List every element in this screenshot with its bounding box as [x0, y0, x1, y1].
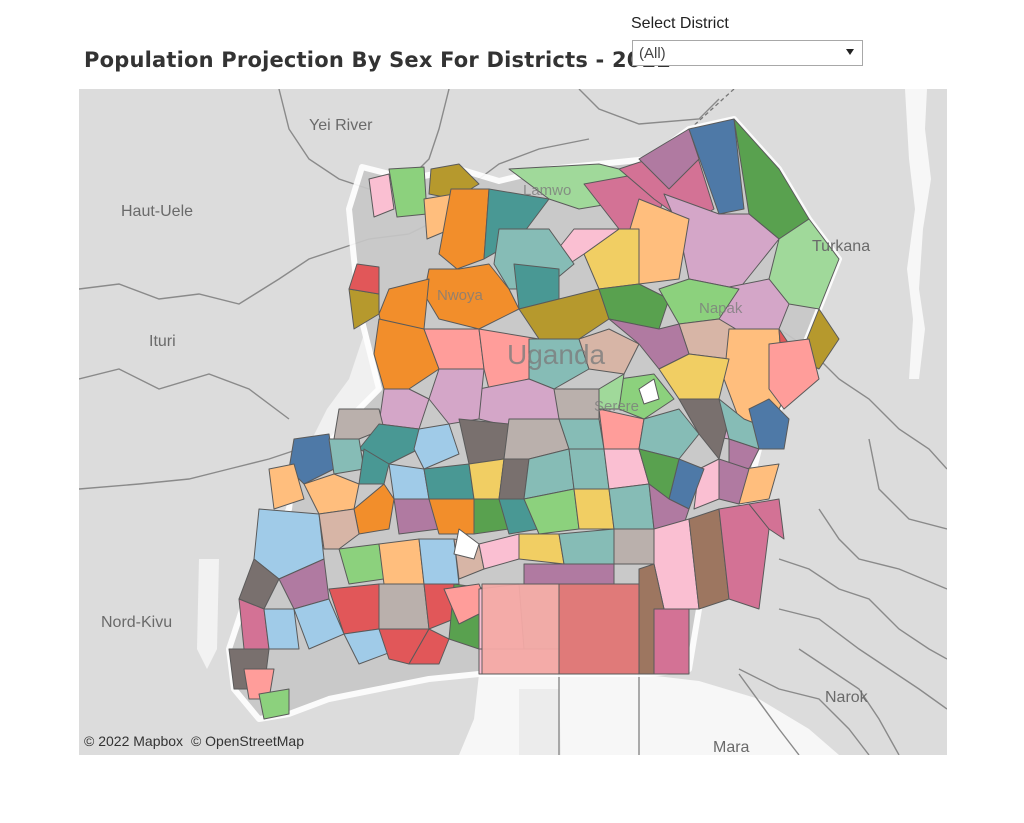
district-polygon — [558, 528, 615, 565]
district-polygon — [518, 533, 565, 565]
label-napak: Napak — [699, 300, 743, 317]
district-polygon — [418, 538, 460, 585]
district-polygon — [568, 448, 610, 490]
label-lamwo: Lamwo — [523, 182, 571, 199]
district-polygon — [413, 423, 460, 470]
district-polygon — [768, 338, 820, 410]
label-serere: Serere — [594, 398, 639, 415]
district-polygon — [378, 538, 425, 585]
label-narok: Narok — [825, 689, 869, 706]
page-title: Population Projection By Sex For Distric… — [84, 48, 672, 72]
district-polygon — [718, 503, 770, 610]
district-polygon — [468, 458, 505, 500]
district-polygon — [348, 263, 380, 295]
district-polygon — [608, 483, 655, 530]
label-uganda: Uganda — [507, 339, 606, 370]
label-ituri: Ituri — [149, 333, 176, 350]
district-polygon — [328, 438, 365, 475]
district-polygon — [438, 188, 490, 270]
label-haut-uele: Haut-Uele — [121, 203, 193, 220]
district-polygon — [558, 583, 640, 675]
district-polygon — [658, 353, 730, 400]
district-polygon — [481, 583, 560, 675]
district-polygon — [263, 608, 300, 650]
district-map[interactable]: Yei River Haut-Uele Turkana Ituri Nord-K… — [79, 89, 947, 755]
district-polygon — [318, 508, 360, 550]
district-polygon — [578, 328, 640, 375]
district-polygon — [638, 408, 700, 460]
district-polygon — [378, 583, 430, 630]
district-polygon — [388, 463, 430, 500]
filter-label: Select District — [631, 15, 729, 32]
map-canvas: Yei River Haut-Uele Turkana Ituri Nord-K… — [79, 89, 947, 755]
label-mara: Mara — [713, 739, 750, 755]
district-polygon — [658, 278, 740, 325]
district-polygon — [523, 563, 615, 585]
lake-turkana — [905, 89, 931, 379]
district-polygon — [653, 608, 690, 675]
label-nord-kivu: Nord-Kivu — [101, 614, 172, 631]
map-attribution[interactable]: © 2022 Mapbox © OpenStreetMap — [84, 733, 308, 749]
label-nwoya: Nwoya — [437, 287, 484, 304]
osm-attribution[interactable]: © OpenStreetMap — [190, 733, 304, 749]
district-polygon — [678, 398, 730, 460]
district-polygon — [358, 423, 420, 465]
district-select[interactable]: (All) — [632, 40, 863, 66]
district-polygon — [303, 473, 360, 515]
label-yei-river: Yei River — [309, 117, 373, 134]
dropdown-arrow-icon — [846, 49, 854, 55]
district-polygon — [573, 488, 615, 530]
district-polygon — [638, 128, 700, 190]
mapbox-attribution[interactable]: © 2022 Mapbox — [84, 733, 184, 749]
district-polygon — [528, 338, 590, 390]
district-polygon — [258, 688, 290, 720]
district-polygon — [288, 433, 335, 485]
district-polygons — [228, 118, 840, 720]
district-polygon — [408, 628, 450, 665]
district-polygon — [688, 118, 745, 215]
label-turkana: Turkana — [812, 238, 870, 255]
district-select-value: (All) — [639, 45, 666, 62]
district-polygon — [613, 528, 655, 565]
neighbor-borders — [79, 89, 947, 755]
district-polygon — [423, 463, 475, 500]
district-polygon — [748, 398, 790, 450]
district-polygon — [268, 463, 305, 510]
district-polygon — [368, 173, 395, 218]
district-polygon — [378, 388, 430, 430]
district-polygon — [598, 283, 670, 330]
district-polygon — [748, 498, 785, 540]
